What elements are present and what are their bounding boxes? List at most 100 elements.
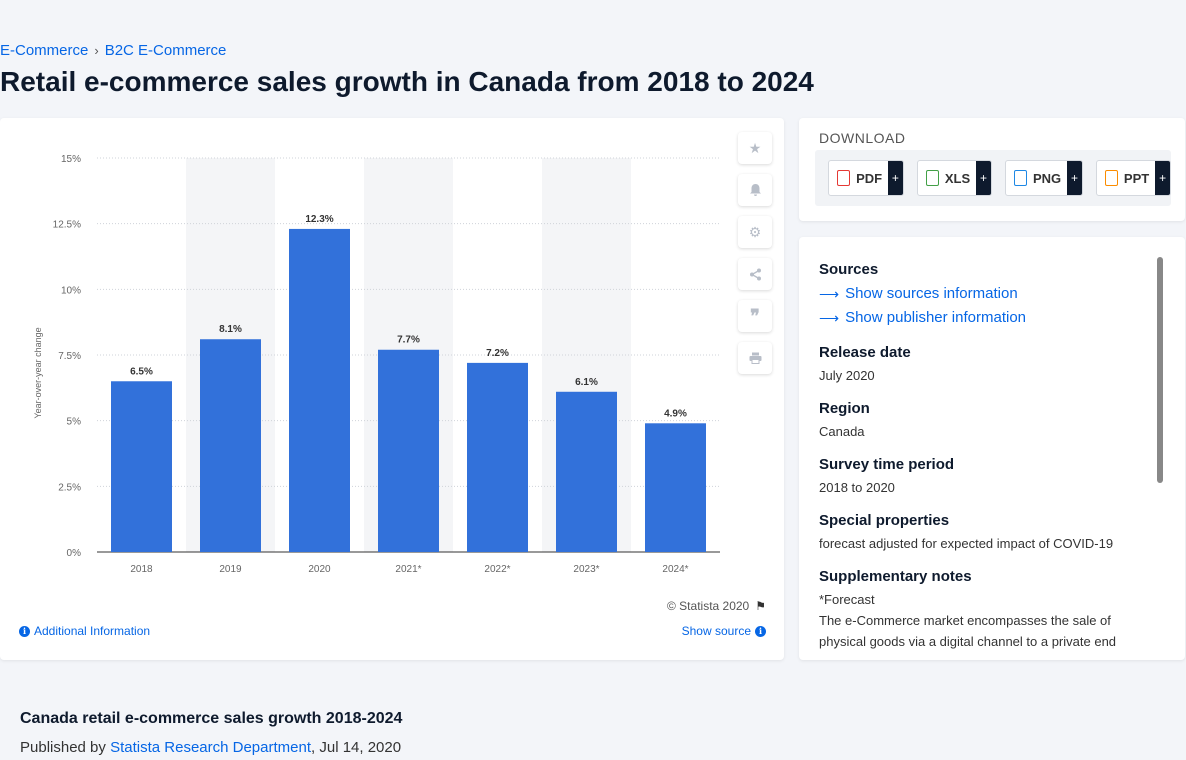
show-source-label: Show source [681, 624, 751, 638]
published-by: Published by Statista Research Departmen… [20, 739, 401, 756]
settings-button[interactable]: ⚙ [738, 216, 772, 248]
page-title: Retail e-commerce sales growth in Canada… [0, 66, 814, 97]
plus-icon: + [976, 161, 991, 195]
quote-icon: ❞ [750, 305, 760, 327]
plus-icon: + [888, 161, 903, 195]
arrow-right-icon: ⟶ [819, 286, 840, 302]
download-title: DOWNLOAD [819, 130, 906, 146]
show-sources-label: Show sources information [845, 285, 1018, 302]
x-tick-label: 2020 [308, 564, 331, 575]
survey-period-value: 2018 to 2020 [819, 480, 895, 495]
download-buttons: PDF + XLS + PNG + PPT + [815, 150, 1171, 206]
favorite-button[interactable]: ★ [738, 132, 772, 164]
download-ppt-label: PPT [1123, 170, 1150, 186]
supplementary-notes-forecast: *Forecast [819, 592, 875, 607]
print-button[interactable] [738, 342, 772, 374]
published-prefix: Published by [20, 739, 106, 756]
chart-toolbar: ★ ⚙ ❞ [738, 132, 772, 374]
y-tick-label: 2.5% [58, 482, 81, 493]
sources-label: Sources [819, 261, 879, 278]
print-icon [749, 352, 761, 364]
data-label: 8.1% [219, 324, 242, 335]
share-icon [749, 268, 761, 280]
y-tick-label: 10% [61, 285, 81, 296]
show-sources-link[interactable]: ⟶ Show sources information [819, 282, 1149, 306]
additional-information-label: Additional Information [34, 624, 151, 638]
copyright-text: © Statista 2020 [667, 599, 750, 613]
plus-icon: + [1067, 161, 1082, 195]
bar [111, 381, 172, 552]
share-button[interactable] [738, 258, 772, 290]
breadcrumb-separator: › [94, 43, 99, 58]
data-label: 6.1% [575, 377, 598, 388]
png-file-icon [1013, 170, 1027, 186]
show-source-link[interactable]: Show source i [682, 624, 766, 638]
notification-button[interactable] [738, 174, 772, 206]
xls-file-icon [925, 170, 939, 186]
flag-icon[interactable]: ⚑ [755, 599, 766, 613]
download-pdf-button[interactable]: PDF + [828, 160, 904, 196]
y-tick-label: 15% [61, 154, 81, 165]
gear-icon: ⚙ [748, 223, 762, 240]
data-label: 6.5% [130, 366, 153, 377]
star-icon: ★ [748, 139, 762, 156]
bar [645, 423, 706, 552]
bar [556, 391, 617, 552]
x-tick-label: 2022* [484, 564, 510, 575]
copyright: © Statista 2020 ⚑ [667, 599, 766, 613]
arrow-right-icon: ⟶ [819, 310, 840, 326]
region-label: Region [819, 400, 870, 417]
y-tick-label: 5% [67, 417, 82, 428]
download-ppt-button[interactable]: PPT + [1095, 160, 1171, 196]
y-tick-label: 7.5% [58, 351, 81, 362]
info-icon: i [19, 625, 30, 637]
breadcrumb-link-b2c-ecommerce[interactable]: B2C E-Commerce [104, 42, 227, 59]
published-date: , Jul 14, 2020 [311, 739, 402, 756]
chart-card: 0% 2.5% 5% 7.5% 10% 12.5% 15% Year-over-year ch… [0, 118, 784, 660]
x-tick-label: 2018 [130, 564, 153, 575]
plus-icon: + [1155, 161, 1170, 195]
survey-period-label: Survey time period [819, 456, 955, 473]
statistic-title: Canada retail e-commerce sales growth 20… [20, 710, 403, 727]
ppt-file-icon [1104, 170, 1118, 186]
data-label: 4.9% [664, 408, 687, 419]
data-label: 7.7% [397, 335, 420, 346]
download-xls-button[interactable]: XLS + [916, 160, 992, 196]
x-tick-label: 2021* [395, 564, 421, 575]
y-axis-label: Year-over-year change [33, 327, 43, 418]
download-png-label: PNG [1032, 170, 1062, 186]
download-card: DOWNLOAD PDF + XLS + PNG + PPT + [799, 118, 1185, 221]
data-label: 7.2% [486, 348, 509, 359]
download-pdf-label: PDF [856, 170, 883, 186]
x-tick-label: 2023* [573, 564, 599, 575]
bar [289, 228, 350, 553]
pdf-file-icon [837, 170, 851, 186]
data-label: 12.3% [305, 214, 333, 225]
publisher-link[interactable]: Statista Research Department [110, 739, 312, 756]
special-properties-label: Special properties [819, 512, 950, 529]
special-properties-value: forecast adjusted for expected impact of… [819, 536, 1114, 551]
details-card: Sources ⟶ Show sources information ⟶ Show … [799, 237, 1185, 660]
y-tick-label: 12.5% [53, 220, 81, 231]
supplementary-notes-label: Supplementary notes [819, 568, 972, 585]
release-date-label: Release date [819, 344, 911, 361]
bell-icon [749, 184, 761, 196]
breadcrumb-link-ecommerce[interactable]: E-Commerce [0, 42, 89, 59]
region-value: Canada [819, 424, 865, 439]
breadcrumb: E-Commerce › B2C E-Commerce [0, 42, 226, 59]
additional-information-link[interactable]: i Additional Information [19, 624, 150, 638]
bar [467, 362, 528, 552]
download-png-button[interactable]: PNG + [1004, 160, 1083, 196]
show-publisher-link[interactable]: ⟶ Show publisher information [819, 306, 1149, 330]
cite-button[interactable]: ❞ [738, 300, 772, 332]
details-content: Sources ⟶ Show sources information ⟶ Show … [819, 261, 1149, 660]
x-tick-label: 2019 [219, 564, 242, 575]
bar-chart: 0% 2.5% 5% 7.5% 10% 12.5% 15% Year-over-year ch… [33, 154, 720, 575]
info-icon: i [755, 625, 766, 637]
supplementary-notes-text: The e-Commerce market encompasses the sa… [819, 613, 1117, 649]
release-date-value: July 2020 [819, 368, 875, 383]
show-publisher-label: Show publisher information [845, 309, 1027, 326]
x-tick-label: 2024* [662, 564, 688, 575]
download-xls-label: XLS [944, 170, 971, 186]
details-scrollbar[interactable] [1157, 257, 1163, 483]
